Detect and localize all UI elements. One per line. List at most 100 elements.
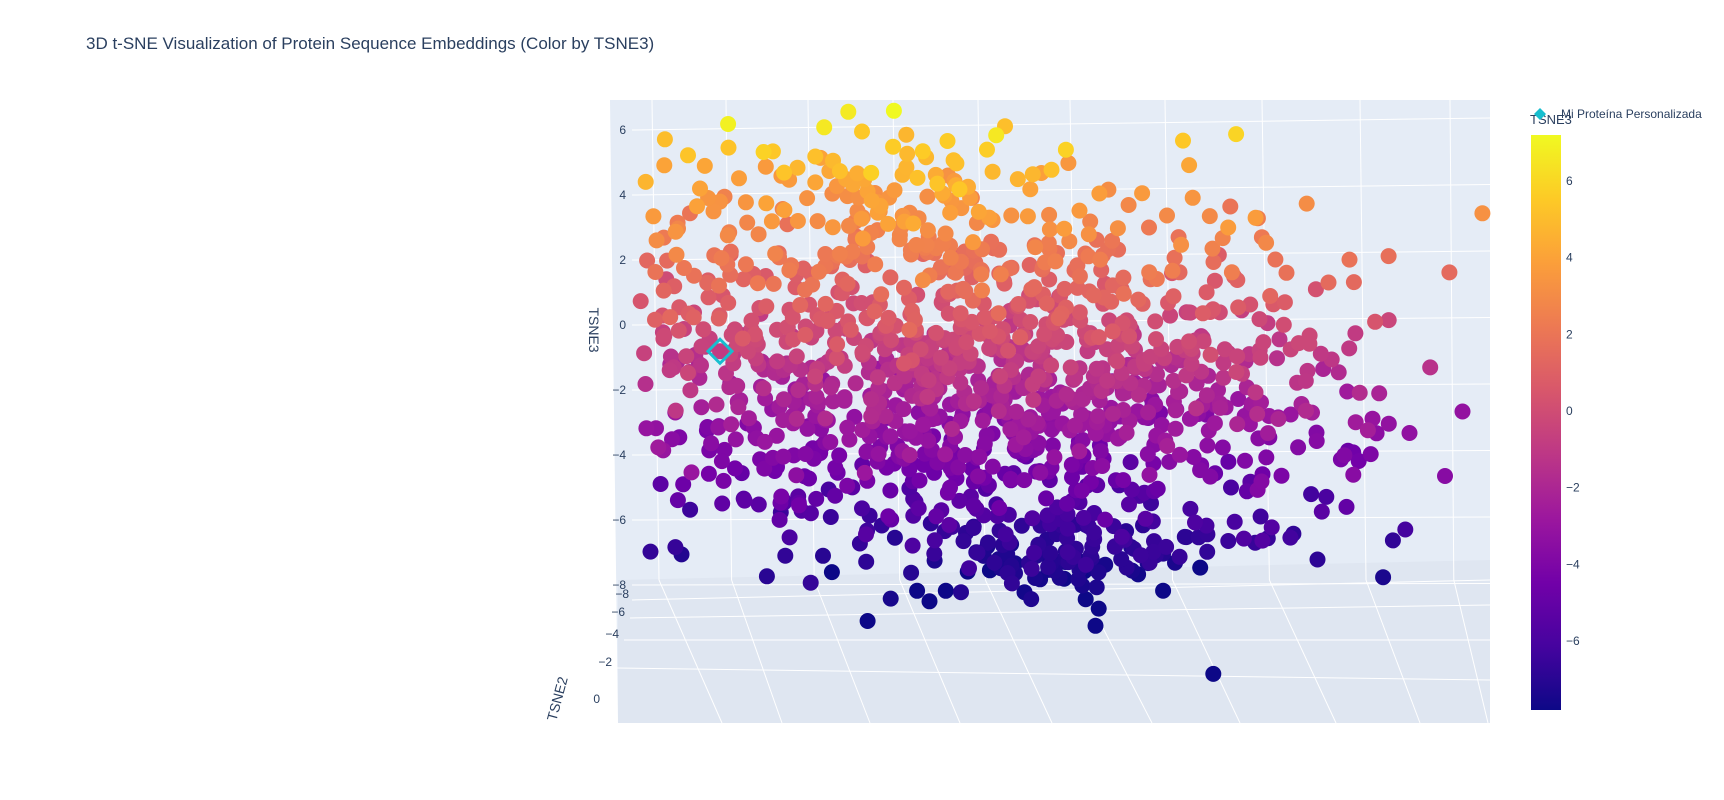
data-point[interactable] [638,420,655,437]
data-point[interactable] [791,497,807,514]
data-point[interactable] [667,402,684,419]
data-point[interactable] [637,376,654,392]
data-point[interactable] [1223,264,1240,281]
data-point[interactable] [1165,372,1182,389]
data-point[interactable] [1359,422,1376,439]
data-point[interactable] [1212,399,1229,416]
data-point[interactable] [1173,236,1190,253]
data-point[interactable] [1109,353,1126,370]
data-point[interactable] [976,435,993,452]
data-point[interactable] [1058,386,1075,403]
data-point[interactable] [1088,579,1105,596]
data-point[interactable] [1182,500,1199,517]
data-point[interactable] [1147,313,1164,330]
data-point[interactable] [1199,437,1216,454]
data-point[interactable] [841,217,857,234]
data-point[interactable] [863,192,880,209]
data-point[interactable] [1422,359,1439,376]
data-point[interactable] [1094,458,1111,474]
data-point[interactable] [1188,400,1205,417]
data-point[interactable] [1258,449,1275,466]
data-point[interactable] [802,505,819,522]
data-point[interactable] [939,133,956,149]
data-point[interactable] [1367,313,1384,330]
data-point[interactable] [1229,416,1246,433]
data-point[interactable] [1002,471,1019,487]
data-point[interactable] [1454,403,1471,420]
data-point[interactable] [1141,466,1158,483]
data-point[interactable] [1351,384,1368,401]
data-point[interactable] [1099,372,1116,389]
data-point[interactable] [1009,171,1026,188]
data-point[interactable] [1024,166,1041,183]
data-point[interactable] [1047,253,1064,270]
data-point[interactable] [854,230,871,247]
data-point[interactable] [1301,335,1318,352]
data-point[interactable] [1073,482,1090,499]
data-point[interactable] [682,501,699,518]
data-point[interactable] [1080,226,1097,243]
data-point[interactable] [756,433,773,450]
data-point[interactable] [965,520,982,536]
data-point[interactable] [828,350,845,366]
data-point[interactable] [955,280,972,297]
data-point[interactable] [1216,341,1233,358]
data-point[interactable] [730,399,747,416]
data-point[interactable] [1347,414,1364,431]
data-point[interactable] [1297,372,1314,389]
data-point[interactable] [1091,185,1108,202]
data-point[interactable] [853,210,870,227]
data-point[interactable] [1089,408,1106,425]
data-point[interactable] [1282,529,1299,546]
data-point[interactable] [1437,468,1453,484]
data-point[interactable] [1350,453,1367,469]
data-point[interactable] [951,181,968,198]
data-point[interactable] [952,374,969,391]
data-point[interactable] [1149,480,1166,497]
data-point[interactable] [1267,251,1284,268]
data-point[interactable] [1254,532,1271,549]
data-point[interactable] [1166,249,1183,266]
data-point[interactable] [1134,185,1151,202]
data-point[interactable] [656,131,673,148]
data-point[interactable] [910,500,927,517]
data-point[interactable] [973,266,990,283]
data-point[interactable] [1320,274,1337,291]
data-point[interactable] [1181,157,1198,174]
data-point[interactable] [792,297,809,313]
data-point[interactable] [912,341,929,358]
data-point[interactable] [926,545,943,562]
data-point[interactable] [680,147,696,164]
data-point[interactable] [1235,530,1252,547]
data-point[interactable] [941,517,958,533]
data-point[interactable] [880,309,897,326]
data-point[interactable] [804,276,821,293]
data-point[interactable] [1140,404,1157,421]
data-points[interactable] [632,102,1491,682]
legend[interactable]: Mi Proteína Personalizada [1534,107,1702,121]
data-point[interactable] [859,613,876,629]
data-point[interactable] [735,271,752,288]
data-point[interactable] [739,214,756,231]
data-point[interactable] [1164,262,1181,279]
data-point[interactable] [1223,479,1239,496]
data-point[interactable] [877,408,894,425]
data-point[interactable] [974,282,990,299]
data-point[interactable] [789,159,806,176]
data-point[interactable] [1260,425,1276,442]
data-point[interactable] [758,298,775,315]
data-point[interactable] [1025,391,1042,408]
data-point[interactable] [668,246,685,263]
data-point[interactable] [1041,206,1058,223]
data-point[interactable] [1086,524,1102,541]
data-point[interactable] [775,391,792,408]
data-point[interactable] [1318,488,1335,505]
data-point[interactable] [807,148,824,165]
data-point[interactable] [1038,295,1055,312]
data-point[interactable] [1171,446,1188,463]
data-point[interactable] [904,537,921,554]
data-point[interactable] [1375,569,1392,586]
data-point[interactable] [928,508,945,525]
data-point[interactable] [1022,314,1039,330]
data-point[interactable] [1255,334,1272,351]
